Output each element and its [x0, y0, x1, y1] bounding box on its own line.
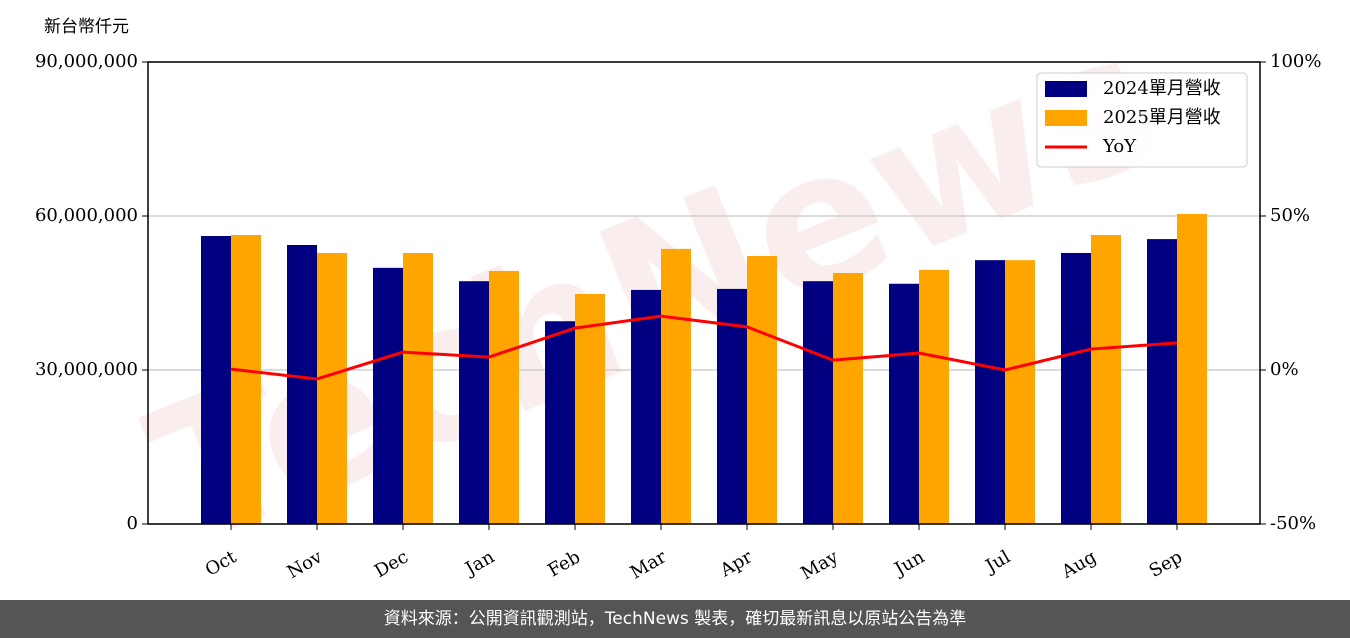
- bar: [1091, 234, 1121, 524]
- bar: [459, 281, 489, 524]
- bar: [575, 294, 605, 524]
- bar: [803, 281, 833, 524]
- y-tick-label: 60,000,000: [35, 205, 138, 226]
- bar: [1177, 213, 1207, 525]
- bar: [919, 269, 949, 524]
- bar: [889, 283, 919, 524]
- legend-label: 2024單月營收: [1103, 78, 1221, 99]
- bar: [545, 321, 575, 524]
- bar: [1061, 252, 1091, 524]
- yoy-line: [230, 314, 1178, 381]
- bar: [1005, 260, 1035, 524]
- bar: [631, 289, 661, 524]
- y-tick-label: 30,000,000: [35, 359, 138, 380]
- y2-tick-label: 0%: [1270, 359, 1299, 380]
- bar: [403, 252, 433, 524]
- legend-label: 2025單月營收: [1103, 107, 1221, 128]
- bar: [287, 245, 317, 524]
- y-axis-unit: 新台幣仟元: [44, 17, 129, 37]
- y2-tick-label: 50%: [1270, 205, 1310, 226]
- bar: [661, 248, 691, 524]
- legend: 2024單月營收 2025單月營收 YoY: [1036, 72, 1248, 168]
- bar: [201, 236, 231, 524]
- plot-frame: [147, 61, 1261, 525]
- bar: [975, 260, 1005, 524]
- bar: [747, 256, 777, 524]
- y2-tick-label: 100%: [1270, 51, 1321, 72]
- legend-label: YoY: [1102, 136, 1137, 157]
- bar: [231, 234, 261, 524]
- y2-tick-label: -50%: [1270, 513, 1316, 534]
- y-tick-label: 0: [127, 513, 138, 534]
- legend-box: [1036, 72, 1248, 168]
- legend-swatch: [1045, 81, 1087, 97]
- bar: [1147, 239, 1177, 524]
- y-tick-label: 90,000,000: [35, 51, 138, 72]
- footer-text: 資料來源：公開資訊觀測站，TechNews 製表，確切最新訊息以原站公告為準: [384, 609, 966, 629]
- legend-swatch: [1045, 110, 1087, 126]
- bar: [717, 288, 747, 524]
- footer-bar: [0, 600, 1350, 638]
- bar: [373, 267, 403, 524]
- bar: [489, 270, 519, 524]
- bar: [317, 252, 347, 524]
- bar: [833, 272, 863, 524]
